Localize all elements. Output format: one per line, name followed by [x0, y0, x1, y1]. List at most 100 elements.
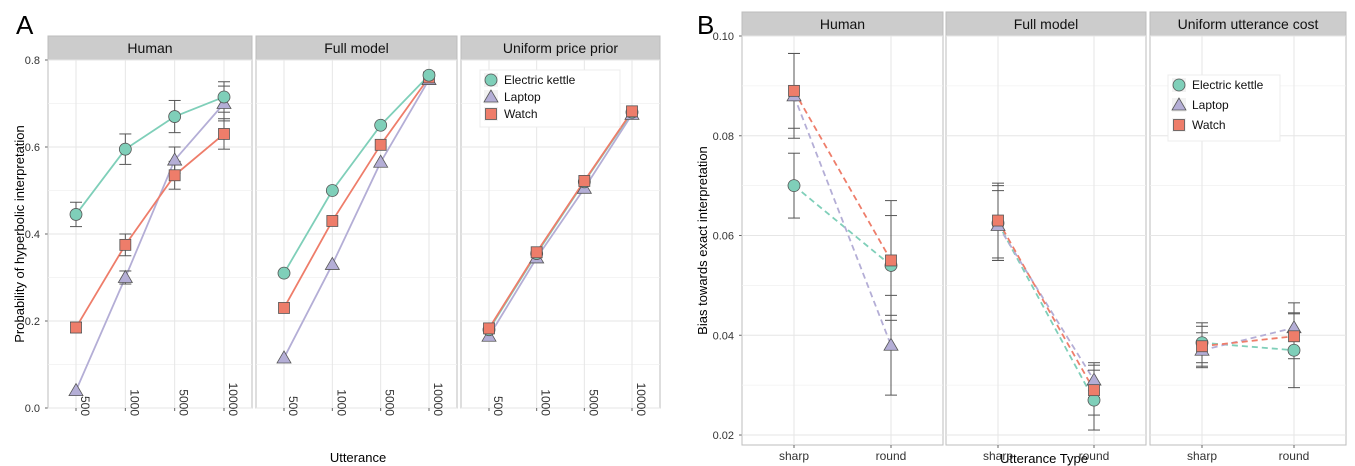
legend: Electric kettle Laptop Watch [479, 69, 621, 128]
data-point-watch [483, 322, 495, 335]
facet-title: Uniform price prior [503, 40, 618, 56]
data-point-watch [992, 214, 1004, 227]
series-line-laptop [997, 225, 1095, 381]
facet-strip [945, 11, 1147, 37]
data-point-laptop [68, 382, 84, 397]
legend-label: Watch [1192, 118, 1226, 132]
facet-human: Human sharp round [741, 11, 944, 463]
legend-box [1167, 74, 1281, 142]
facet-strip [255, 35, 458, 61]
data-point-electric-kettle [118, 142, 132, 156]
data-point-laptop [324, 256, 341, 270]
data-point-laptop [372, 154, 389, 168]
data-point-watch [278, 302, 290, 314]
x-tick-label: 1000 [334, 389, 348, 416]
data-point-watch [326, 215, 339, 227]
data-point-electric-kettle [374, 118, 388, 132]
x-tick-label: 10000 [431, 383, 445, 417]
legend-marker-electric-kettle [1172, 78, 1186, 92]
x-tick-label: round [876, 449, 907, 463]
legend-label: Laptop [504, 90, 541, 104]
x-tick-label: 10000 [634, 383, 648, 417]
facet-strip [1149, 11, 1347, 37]
series-line-electric-kettle [75, 96, 225, 215]
data-point-electric-kettle [1287, 343, 1301, 357]
y-tick-label: 0.10 [713, 31, 734, 43]
x-tick-label: 500 [78, 396, 92, 416]
data-point-watch [70, 321, 82, 334]
legend-marker-laptop [1171, 97, 1187, 111]
data-point-watch [218, 128, 230, 140]
legend-marker-laptop [483, 89, 499, 103]
y-tick-label: 0.6 [25, 142, 40, 154]
data-point-laptop [166, 152, 183, 166]
series-line-watch [1201, 335, 1295, 348]
y-axis-title: Bias towards exact interpretation [695, 146, 710, 335]
data-point-laptop [276, 350, 292, 364]
x-tick-label: 500 [491, 396, 505, 416]
x-tick-label: 10000 [226, 383, 240, 417]
x-tick-label: sharp [779, 449, 809, 463]
y-tick-label: 0.8 [25, 55, 40, 67]
x-tick-label: 1000 [539, 389, 553, 416]
series-line-watch [283, 76, 430, 309]
legend-label: Laptop [1192, 98, 1229, 112]
data-point-watch [374, 138, 387, 151]
panel-letter: B [697, 10, 714, 40]
data-point-electric-kettle [422, 68, 436, 82]
facet-title: Uniform utterance cost [1178, 16, 1319, 32]
x-tick-label: round [1079, 449, 1110, 463]
x-tick-label: 5000 [383, 389, 397, 416]
series-line-watch [75, 133, 225, 328]
plot-area [945, 35, 1147, 446]
series-line-laptop [1201, 326, 1295, 352]
facet-strip [460, 35, 661, 61]
facet-strip [47, 35, 253, 61]
y-tick-label: 0.4 [25, 229, 40, 241]
y-axis-title: Probability of hyperbolic interpretation [12, 125, 27, 343]
x-tick-label: 500 [286, 396, 300, 416]
data-point-watch [885, 254, 897, 267]
facet-uniform-utterance-cost: Uniform utterance cost sharp round Electric… [1149, 11, 1347, 463]
y-tick-label: 0.06 [713, 231, 734, 243]
data-point-electric-kettle [217, 90, 231, 104]
series-line-laptop [75, 102, 225, 391]
facet-full-model: Full model 500 1000 5000 10000 [255, 35, 458, 417]
series-line-electric-kettle [283, 74, 430, 274]
facet-title: Full model [1014, 16, 1079, 32]
y-tick-label: 0.2 [25, 316, 40, 328]
x-tick-label: sharp [1187, 449, 1217, 463]
facet-human: Human 500 1000 5000 10000 [47, 35, 253, 417]
series-line-watch [793, 90, 892, 261]
x-tick-label: sharp [983, 449, 1013, 463]
facet-title: Full model [324, 40, 389, 56]
series-line-watch [488, 110, 633, 329]
legend-marker-electric-kettle [484, 73, 498, 87]
series-line-laptop [488, 113, 633, 337]
series-line-electric-kettle [793, 184, 892, 267]
chart-b: B Bias towards exact interpretation 0.02 0.… [695, 10, 1347, 466]
data-point-electric-kettle [277, 266, 291, 280]
series-line-laptop [793, 95, 892, 346]
data-point-watch [530, 246, 543, 259]
x-tick-label: 5000 [177, 389, 191, 416]
data-point-electric-kettle [787, 179, 801, 193]
y-tick-label: 0.08 [713, 131, 734, 143]
data-point-electric-kettle [168, 110, 182, 123]
y-tick-label: 0.04 [713, 330, 734, 342]
data-point-electric-kettle [69, 208, 83, 221]
data-point-electric-kettle [325, 184, 339, 197]
legend-marker-watch [485, 108, 497, 120]
plot-area [741, 35, 944, 446]
legend-marker-watch [1173, 119, 1185, 131]
facet-uniform-price-prior: Uniform price prior 500 1000 5000 10000 Elect… [460, 35, 661, 417]
data-point-watch [1088, 384, 1100, 397]
data-point-laptop [883, 337, 899, 351]
legend-label: Electric kettle [504, 73, 576, 87]
legend-label: Electric kettle [1192, 78, 1264, 92]
data-point-laptop [117, 269, 134, 283]
series-line-watch [997, 220, 1095, 391]
legend-box [479, 69, 621, 128]
legend: Electric kettle Laptop Watch [1167, 74, 1281, 142]
